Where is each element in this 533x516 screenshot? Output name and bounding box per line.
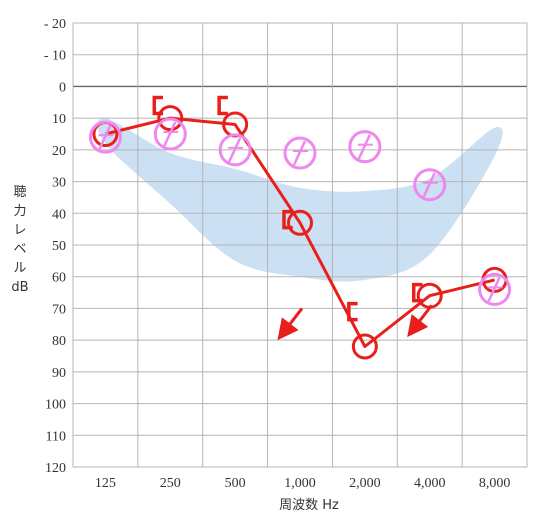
y-tick-label: 60 — [52, 271, 66, 286]
x-tick-label: 8,000 — [479, 476, 511, 491]
y-tick-label: 50 — [52, 239, 66, 254]
y-axis-label-char: 力 — [13, 204, 26, 219]
y-tick-label: 70 — [52, 302, 66, 317]
crossed-circle-slash — [98, 124, 112, 150]
data-point-bracket — [152, 95, 164, 116]
y-tick-label: 100 — [45, 398, 66, 413]
y-axis-label-char: dB — [11, 280, 28, 295]
y-tick-label: 80 — [52, 334, 66, 349]
no-response-arrow — [277, 307, 304, 341]
y-axis-label-char: ル — [13, 261, 26, 276]
y-tick-label: - 20 — [44, 17, 66, 32]
y-tick-label: 90 — [52, 366, 66, 381]
crossed-circle-ring — [88, 120, 122, 154]
data-point-circle — [351, 333, 378, 360]
y-tick-label: 0 — [59, 80, 66, 95]
data-point-bracket — [347, 301, 358, 322]
data-point-crossed-circle — [283, 136, 317, 170]
y-tick-label: 30 — [52, 176, 66, 191]
data-point-crossed-circle — [413, 168, 447, 202]
x-tick-label: 500 — [225, 476, 246, 491]
y-tick-label: 110 — [46, 429, 66, 444]
y-tick-label: - 10 — [44, 49, 66, 64]
speech-banana-area — [97, 117, 503, 282]
crossed-circle-ring — [218, 133, 252, 167]
y-tick-label: 10 — [52, 112, 66, 127]
y-axis-label-char: レ — [13, 223, 26, 238]
crossed-circle-ring — [153, 117, 187, 151]
x-tick-label: 1,000 — [284, 476, 316, 491]
no-response-arrow — [407, 304, 433, 338]
y-tick-label: 120 — [45, 461, 66, 476]
crossed-circle-slash — [487, 276, 501, 302]
y-axis-label-char: ベ — [13, 242, 26, 257]
crossed-circle-ring — [283, 136, 317, 170]
data-point-crossed-circle — [88, 120, 122, 154]
x-tick-label: 2,000 — [349, 476, 381, 491]
crossed-circle-slash — [292, 140, 307, 166]
data-point-crossed-circle — [153, 117, 187, 151]
x-tick-label: 4,000 — [414, 476, 446, 491]
data-point-bracket — [282, 209, 293, 230]
data-point-crossed-circle — [348, 130, 382, 164]
y-tick-label: 40 — [52, 207, 66, 222]
crossed-circle-ring — [348, 130, 382, 164]
crossed-circle-ring — [478, 272, 512, 306]
x-axis-ticks: 125 250 500 1,000 2,000 4,000 8,000 — [95, 476, 510, 491]
data-point-crossed-circle — [478, 272, 512, 306]
speech-banana — [97, 117, 503, 282]
crossed-circle-slash — [228, 137, 242, 163]
y-axis-label-char: 聴 — [13, 185, 26, 200]
data-point-bracket — [411, 282, 423, 303]
y-tick-label: 20 — [52, 144, 66, 159]
x-tick-label: 250 — [160, 476, 181, 491]
y-axis-ticks: - 20 - 10 0 10 20 30 40 50 60 70 80 90 100 110 120 — [44, 17, 66, 476]
crossed-circle-slash — [163, 121, 177, 147]
x-axis-label: 周波数 Hz — [279, 498, 339, 513]
series — [88, 95, 512, 360]
data-point-circle — [287, 209, 313, 236]
crossed-circle-slash — [422, 172, 436, 198]
grid — [72, 22, 528, 468]
crossed-circle-slash — [357, 134, 371, 160]
data-point-crossed-circle — [218, 133, 252, 167]
data-point-circle — [157, 105, 184, 132]
x-tick-label: 125 — [95, 476, 116, 491]
crossed-circle-ring — [413, 168, 447, 202]
data-point-bracket — [217, 95, 228, 116]
